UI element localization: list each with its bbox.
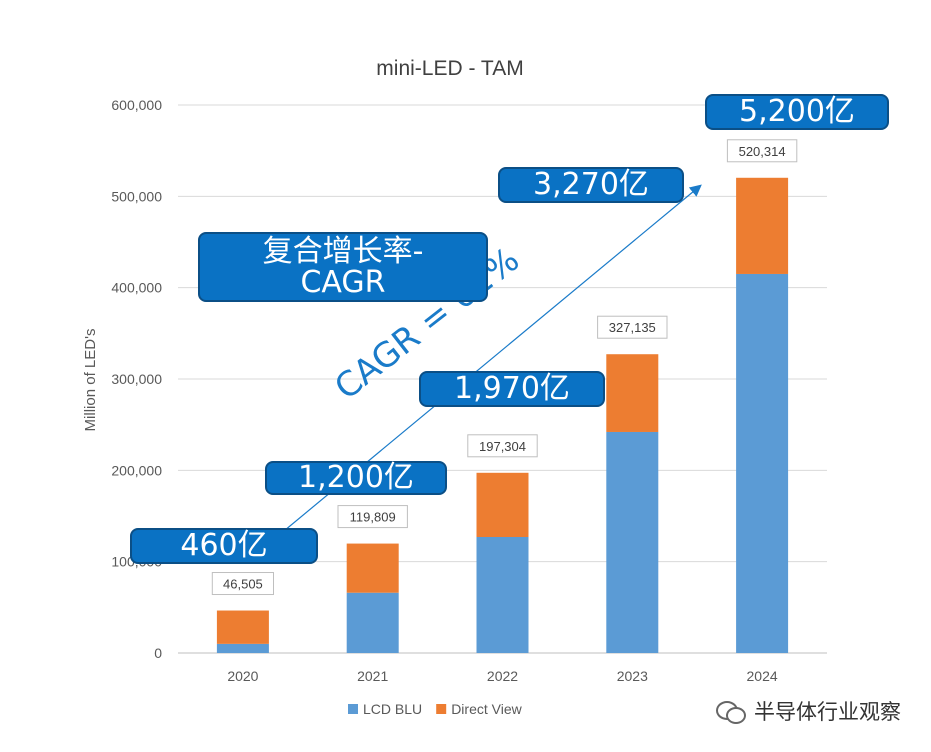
legend-label: LCD BLU — [363, 701, 422, 717]
total-label-box — [211, 572, 275, 596]
x-tick-label: 2020 — [227, 668, 258, 684]
x-tick-labels: 2020 2021 2022 2023 2024 — [227, 668, 778, 684]
total-label: 197,304 — [479, 439, 526, 454]
legend-swatch — [348, 704, 358, 714]
total-label-box — [337, 505, 408, 529]
bar-lcd-blu — [346, 592, 399, 653]
callout-5200: 5,200亿 — [705, 94, 889, 130]
wechat-icon — [716, 699, 746, 724]
bar-direct-view — [736, 177, 789, 274]
x-tick-label: 2021 — [357, 668, 388, 684]
watermark: 半导体行业观察 — [716, 696, 901, 726]
bar-lcd-blu — [216, 643, 269, 653]
total-label-box — [726, 139, 798, 163]
bars — [216, 177, 789, 653]
y-tick-label: 600,000 — [111, 97, 162, 113]
total-label: 327,135 — [609, 320, 656, 335]
cagr-box-line2: CAGR — [300, 265, 386, 300]
callout-1200: 1,200亿 — [265, 461, 447, 495]
legend: LCD BLU Direct View — [348, 701, 523, 717]
total-label-box — [467, 434, 538, 458]
cagr-box-line1: 复合增长率- — [262, 233, 424, 269]
chart-title: mini-LED - TAM — [376, 57, 523, 80]
cagr-box: 复合增长率- CAGR — [198, 232, 488, 302]
y-tick-label: 500,000 — [111, 188, 162, 204]
x-tick-label: 2022 — [487, 668, 518, 684]
bar-lcd-blu — [606, 431, 659, 653]
total-labels: 46,505 119,809 197,304 327,135 520,314 — [211, 139, 798, 596]
callout-460: 460亿 — [130, 528, 318, 564]
bar-direct-view — [346, 543, 399, 593]
total-label: 520,314 — [739, 144, 786, 159]
y-tick-label: 300,000 — [111, 371, 162, 387]
legend-label: Direct View — [451, 701, 522, 717]
bar-direct-view — [216, 610, 269, 644]
total-label: 46,505 — [223, 577, 263, 592]
y-tick-label: 400,000 — [111, 280, 162, 296]
y-tick-labels: 0100,000200,000300,000400,000500,000600,… — [111, 97, 162, 661]
total-label: 119,809 — [350, 510, 396, 525]
bar-lcd-blu — [736, 273, 789, 653]
bar-direct-view — [476, 472, 529, 538]
total-label-box — [597, 315, 668, 339]
bar-lcd-blu — [476, 537, 529, 653]
y-axis-label: Million of LED's — [82, 329, 99, 432]
y-tick-label: 200,000 — [111, 462, 162, 478]
legend-swatch — [436, 704, 447, 714]
callout-3270: 3,270亿 — [498, 167, 684, 203]
bar-direct-view — [606, 354, 659, 432]
watermark-text: 半导体行业观察 — [754, 700, 901, 724]
callout-1970: 1,970亿 — [419, 371, 605, 407]
x-tick-label: 2024 — [747, 668, 778, 684]
x-tick-label: 2023 — [617, 668, 648, 684]
y-tick-label: 0 — [154, 645, 162, 661]
